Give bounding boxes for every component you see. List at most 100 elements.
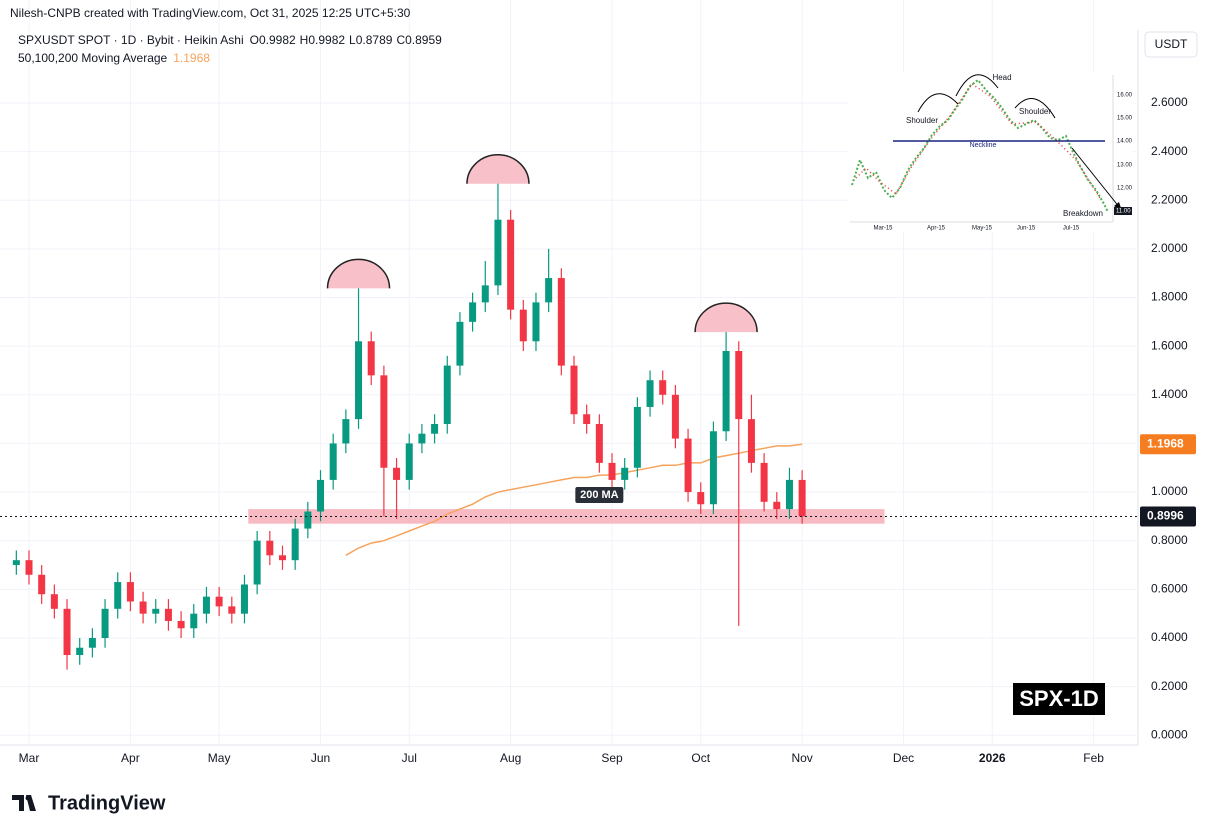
y-tick-label: 2.2000 — [1151, 192, 1188, 206]
x-tick-label: Nov — [791, 751, 812, 765]
candle-body — [405, 443, 413, 480]
y-tick-label: 0.4000 — [1151, 630, 1188, 644]
candle-body — [545, 278, 553, 303]
legend-line: SPXUSDT SPOT · 1D · Bybit · Heikin Ashi O… — [18, 33, 442, 47]
ma-price-label: 1.1968 — [1147, 436, 1184, 450]
x-tick-label: Dec — [893, 751, 914, 765]
candle-body — [152, 608, 160, 614]
badge-box — [1013, 683, 1105, 715]
inset-xtick: Apr-15 — [927, 226, 946, 232]
candle-body — [583, 414, 591, 424]
candle-body — [114, 582, 122, 609]
candle-body — [164, 608, 172, 621]
candle-body — [177, 620, 185, 629]
ma-annotation-box — [575, 487, 624, 504]
inset-label: Shoulder — [1019, 107, 1051, 116]
moving-average — [345, 443, 803, 556]
candle-body — [608, 462, 616, 480]
candle-body — [443, 365, 451, 424]
candle-body — [278, 555, 286, 561]
candle-body — [202, 596, 210, 614]
candle-body — [76, 647, 84, 656]
y-tick-label: 1.4000 — [1151, 387, 1188, 401]
candle-body — [532, 302, 540, 342]
inset-price — [855, 82, 1101, 199]
candle-body — [329, 443, 337, 480]
inset-xtick: May-15 — [972, 226, 993, 232]
candle-body — [215, 596, 223, 607]
grid — [0, 0, 1138, 745]
candle-body — [697, 492, 705, 505]
candle-body — [481, 285, 489, 303]
plot — [12, 154, 885, 670]
currency[interactable]: USDT — [1155, 37, 1188, 51]
y-tick-label: 0.8000 — [1151, 533, 1188, 547]
inset-label: Neckline — [970, 142, 997, 149]
candle-body — [139, 601, 147, 614]
candle-body — [494, 219, 502, 286]
candle-body — [25, 560, 33, 575]
peak-arc-fill — [327, 259, 390, 289]
candle-body — [557, 278, 565, 366]
y-tick-label: 0.0000 — [1151, 727, 1188, 741]
inset-xtick: Mar-15 — [873, 226, 893, 232]
candle-body — [266, 540, 274, 556]
peak-arc — [326, 258, 391, 289]
y-tick-label: 0.6000 — [1151, 582, 1188, 596]
ohlc-open: O0.9982 — [250, 33, 296, 47]
candle-body — [519, 309, 527, 342]
candle-body — [12, 560, 20, 566]
inset-ytick: 15.00 — [1117, 116, 1133, 122]
candle-body — [621, 467, 629, 480]
x-tick-label: Mar — [19, 751, 40, 765]
candle-body — [595, 423, 603, 463]
candle-body — [633, 406, 641, 468]
inset-ytick: 12.00 — [1117, 186, 1133, 192]
candle-body — [63, 608, 71, 656]
candle-body — [126, 582, 134, 602]
candle-body — [88, 637, 96, 648]
badge: SPX-1D — [1019, 686, 1098, 711]
indicator-value: 1.1968 — [173, 51, 210, 65]
inset-label: Shoulder — [906, 116, 938, 125]
candle-body — [456, 321, 464, 366]
logo-icon — [25, 795, 31, 801]
candle-body — [431, 423, 439, 434]
last-price-label: 0.8996 — [1147, 509, 1184, 523]
currency-box[interactable] — [1144, 31, 1198, 58]
ohlc-high: H0.9982 — [300, 33, 346, 47]
peak-arc-fill — [466, 154, 529, 184]
x-tick-label: May — [208, 751, 231, 765]
x-tick-label: Oct — [691, 751, 710, 765]
candle-body — [393, 467, 401, 480]
candle-body — [418, 433, 426, 444]
indicator-legend: 50,100,200 Moving Average 1.1968 — [18, 51, 210, 65]
brand-logo: TradingView — [12, 792, 166, 814]
candle-body — [646, 380, 654, 407]
y-tick-label: 1.8000 — [1151, 290, 1188, 304]
ma-annotation: 200 MA — [580, 489, 619, 501]
inset-arrow — [1071, 147, 1121, 209]
peak-arc — [466, 154, 530, 184]
inset-price — [851, 78, 1109, 213]
candle-body — [760, 462, 768, 502]
candle-body — [798, 479, 806, 517]
inset-ytick: 13.00 — [1117, 163, 1133, 169]
candle-body — [659, 380, 667, 395]
candle-body — [101, 608, 109, 638]
x-tick-label: Jun — [311, 751, 330, 765]
indicator-name: 50,100,200 Moving Average — [18, 51, 168, 65]
candle-body — [50, 594, 58, 609]
candle-body — [671, 394, 679, 439]
inset-label: Head — [992, 73, 1011, 82]
y-tick-label: 1.6000 — [1151, 338, 1188, 352]
candle-body — [469, 302, 477, 322]
inset-xtick: Jun-15 — [1017, 226, 1036, 232]
candle-body — [253, 540, 261, 585]
candle-body — [291, 528, 299, 561]
inset: Shoulder Head Shoulder Neckline Breakdow… — [848, 72, 1133, 232]
candle-body — [507, 219, 515, 310]
candle-body — [747, 419, 755, 463]
ma-price-box — [1140, 434, 1196, 455]
y-tick-label: 2.4000 — [1151, 144, 1188, 158]
